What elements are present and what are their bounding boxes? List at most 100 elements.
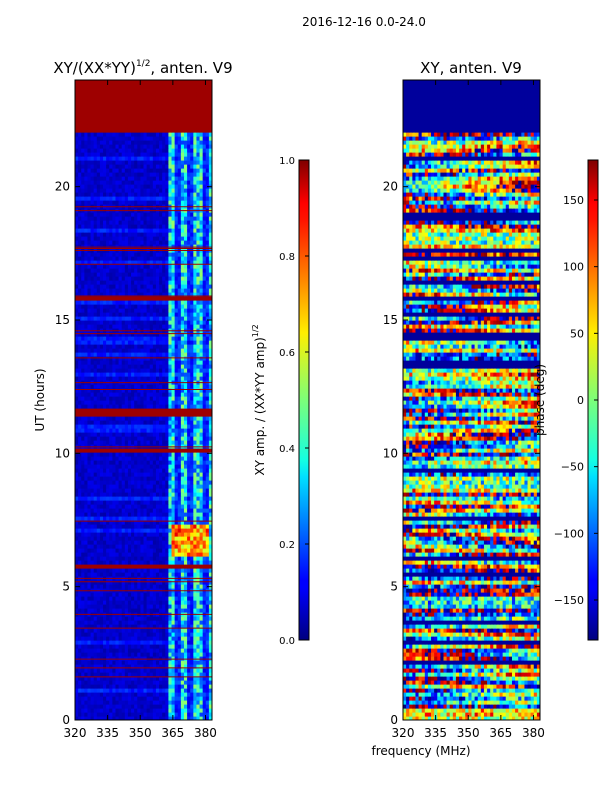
heatmap-cell (149, 696, 154, 701)
heatmap-cell (106, 532, 110, 537)
heatmap-cell (106, 572, 110, 577)
heatmap-cell (81, 704, 85, 709)
heatmap-cell (208, 664, 212, 669)
heatmap-cell (168, 524, 173, 529)
heatmap-cell (199, 320, 204, 325)
heatmap-cell (109, 704, 113, 709)
heatmap-cell (106, 448, 110, 453)
heatmap-cell (155, 548, 160, 553)
heatmap-cell (159, 344, 163, 349)
heatmap-cell (78, 464, 82, 469)
heatmap-cell (75, 704, 79, 709)
heatmap-cell (171, 432, 176, 437)
heatmap-cell (103, 268, 107, 273)
heatmap-cell (81, 708, 85, 713)
heatmap-cell (183, 404, 188, 409)
heatmap-cell (140, 488, 145, 493)
heatmap-cell (75, 512, 79, 517)
heatmap-cell (118, 268, 123, 273)
heatmap-cell (106, 520, 110, 525)
heatmap-cell (81, 712, 85, 717)
heatmap-cell (75, 320, 79, 325)
heatmap-cell (96, 476, 101, 481)
heatmap-cell (134, 340, 138, 345)
heatmap-cell (96, 680, 101, 685)
heatmap-cell (78, 504, 82, 509)
heatmap-cell (84, 488, 89, 493)
heatmap-cell (196, 484, 201, 489)
heatmap-cell (84, 492, 89, 497)
heatmap-cell (134, 468, 138, 473)
heatmap-cell (180, 304, 185, 309)
heatmap-cell (78, 500, 82, 505)
heatmap-cell (199, 500, 204, 505)
heatmap-cell (140, 400, 145, 405)
heatmap-cell (103, 444, 107, 449)
heatmap-cell (81, 688, 85, 693)
heatmap-cell (124, 580, 129, 585)
heatmap-cell (134, 636, 138, 641)
heatmap-cell (90, 408, 95, 413)
heatmap-cell (174, 620, 179, 625)
heatmap-cell (168, 684, 173, 689)
heatmap-cell (143, 664, 148, 669)
heatmap-cell (131, 336, 135, 341)
heatmap-cell (121, 696, 126, 701)
heatmap-cell (149, 352, 154, 357)
heatmap-cell (171, 420, 176, 425)
heatmap-cell (146, 512, 151, 517)
heatmap-cell (87, 472, 92, 477)
heatmap-cell (87, 712, 92, 717)
heatmap-cell (118, 632, 123, 637)
heatmap-cell (180, 560, 185, 565)
heatmap-cell (152, 676, 157, 681)
heatmap-cell (81, 332, 85, 337)
heatmap-cell (109, 608, 113, 613)
heatmap-cell (146, 552, 151, 557)
heatmap-cell (78, 372, 82, 377)
heatmap-cell (202, 424, 207, 429)
heatmap-cell (81, 288, 85, 293)
heatmap-cell (187, 452, 191, 457)
heatmap-cell (202, 700, 207, 705)
heatmap-cell (115, 300, 120, 305)
heatmap-cell (171, 660, 176, 665)
heatmap-cell (103, 500, 107, 505)
heatmap-cell (134, 464, 138, 469)
heatmap-cell (127, 320, 132, 325)
heatmap-cell (109, 284, 113, 289)
heatmap-cell (143, 696, 148, 701)
heatmap-cell (187, 280, 191, 285)
heatmap-cell (96, 400, 101, 405)
heatmap-cell (165, 476, 170, 481)
heatmap-cell (87, 264, 92, 269)
heatmap-cell (190, 660, 194, 665)
heatmap-cell (180, 548, 185, 553)
heatmap-cell (109, 568, 113, 573)
heatmap-cell (115, 440, 120, 445)
heatmap-cell (106, 432, 110, 437)
heatmap-cell (93, 592, 98, 597)
heatmap-cell (75, 660, 79, 665)
heatmap-cell (109, 272, 113, 277)
heatmap-cell (177, 652, 182, 657)
heatmap-cell (134, 556, 138, 561)
heatmap-cell (149, 572, 154, 577)
heatmap-cell (87, 688, 92, 693)
heatmap-cell (99, 272, 104, 277)
heatmap-cell (193, 436, 198, 441)
heatmap-cell (84, 496, 89, 501)
heatmap-cell (168, 552, 173, 557)
heatmap-cell (78, 392, 82, 397)
heatmap-cell (202, 316, 207, 321)
heatmap-cell (84, 596, 89, 601)
heatmap-cell (196, 676, 201, 681)
heatmap-cell (146, 600, 151, 605)
heatmap-cell (149, 592, 154, 597)
heatmap-cell (155, 496, 160, 501)
heatmap-cell (81, 464, 85, 469)
heatmap-cell (93, 340, 98, 345)
heatmap-cell (187, 436, 191, 441)
heatmap-cell (115, 444, 120, 449)
heatmap-cell (134, 672, 138, 677)
